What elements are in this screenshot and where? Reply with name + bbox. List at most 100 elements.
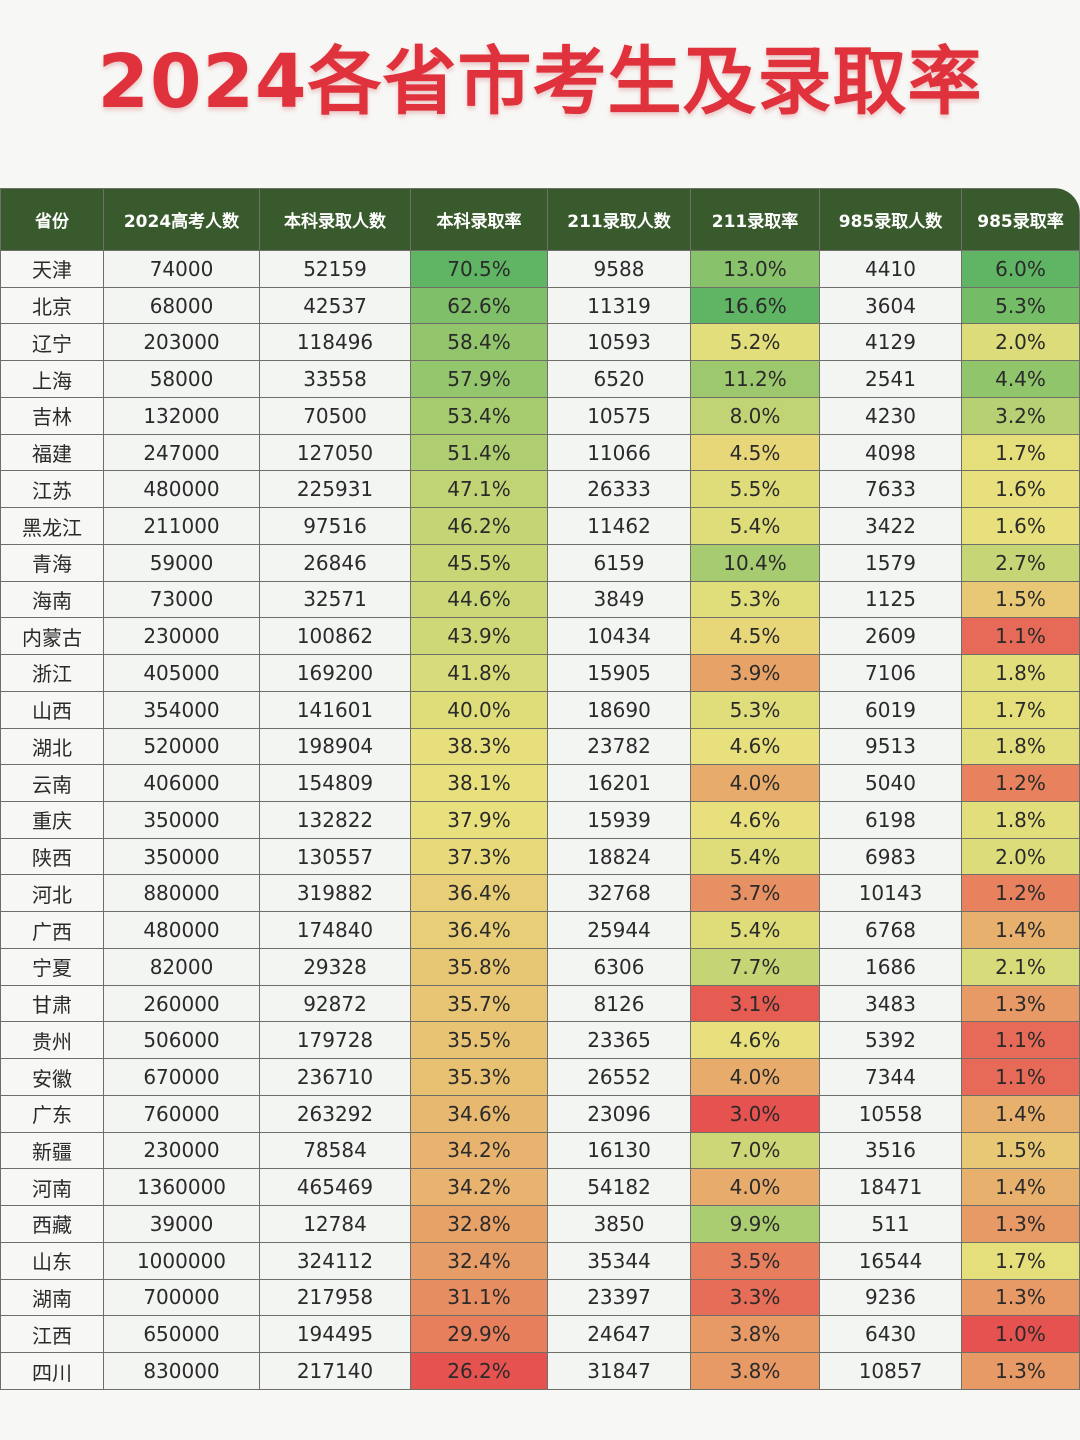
985-admitted-cell: 4230	[819, 396, 962, 435]
211-rate-cell: 11.2%	[690, 360, 820, 398]
exam-takers-cell: 203000	[103, 323, 260, 362]
province-cell: 广西	[0, 911, 104, 949]
header-undergrad-rate: 本科录取率	[410, 188, 548, 251]
985-rate-cell: 5.3%	[961, 286, 1080, 325]
header-211-admitted: 211录取人数	[547, 188, 691, 251]
province-cell: 黑龙江	[0, 507, 104, 545]
undergrad-admitted-cell: 217140	[259, 1352, 411, 1390]
undergrad-admitted-cell: 319882	[259, 874, 411, 913]
211-admitted-cell: 11319	[547, 286, 691, 325]
985-rate-cell: 2.1%	[961, 947, 1080, 986]
table-row: 新疆 230000 78584 34.2% 16130 7.0% 3516 1.5%	[0, 1131, 1080, 1170]
985-admitted-cell: 5040	[819, 764, 962, 803]
985-rate-cell: 1.4%	[961, 1168, 1080, 1207]
province-cell: 福建	[0, 433, 104, 472]
table-row: 内蒙古 230000 100862 43.9% 10434 4.5% 2609 1.1%	[0, 617, 1080, 656]
undergrad-admitted-cell: 42537	[259, 286, 411, 325]
header-985-admitted: 985录取人数	[819, 188, 962, 251]
table-row: 黑龙江 211000 97516 46.2% 11462 5.4% 3422 1.6%	[0, 507, 1080, 545]
undergrad-rate-cell: 36.4%	[410, 874, 548, 913]
985-admitted-cell: 6768	[819, 911, 962, 949]
985-admitted-cell: 4098	[819, 433, 962, 472]
undergrad-rate-cell: 31.1%	[410, 1278, 548, 1317]
table-header-row: 省份 2024高考人数 本科录取人数 本科录取率 211录取人数 211录取率 …	[0, 188, 1080, 251]
undergrad-admitted-cell: 97516	[259, 507, 411, 545]
985-admitted-cell: 4129	[819, 323, 962, 362]
211-rate-cell: 4.5%	[690, 433, 820, 472]
211-rate-cell: 3.8%	[690, 1315, 820, 1354]
undergrad-rate-cell: 47.1%	[410, 470, 548, 509]
header-undergrad-admitted: 本科录取人数	[259, 188, 411, 251]
211-admitted-cell: 18690	[547, 690, 691, 729]
985-admitted-cell: 2541	[819, 360, 962, 398]
undergrad-admitted-cell: 236710	[259, 1058, 411, 1096]
985-admitted-cell: 7633	[819, 470, 962, 509]
province-cell: 四川	[0, 1352, 104, 1390]
undergrad-admitted-cell: 324112	[259, 1241, 411, 1280]
undergrad-rate-cell: 37.3%	[410, 837, 548, 876]
undergrad-rate-cell: 38.1%	[410, 764, 548, 803]
985-rate-cell: 1.7%	[961, 433, 1080, 472]
211-admitted-cell: 11462	[547, 507, 691, 545]
province-cell: 青海	[0, 543, 104, 582]
undergrad-rate-cell: 34.2%	[410, 1131, 548, 1170]
table-row: 天津 74000 52159 70.5% 9588 13.0% 4410 6.0%	[0, 250, 1080, 288]
exam-takers-cell: 132000	[103, 396, 260, 435]
985-rate-cell: 1.5%	[961, 1131, 1080, 1170]
table-row: 辽宁 203000 118496 58.4% 10593 5.2% 4129 2.0%	[0, 323, 1080, 362]
undergrad-rate-cell: 35.8%	[410, 947, 548, 986]
province-cell: 陕西	[0, 837, 104, 876]
undergrad-admitted-cell: 92872	[259, 984, 411, 1023]
985-rate-cell: 4.4%	[961, 360, 1080, 398]
211-rate-cell: 3.5%	[690, 1241, 820, 1280]
985-rate-cell: 1.4%	[961, 1094, 1080, 1133]
province-cell: 天津	[0, 250, 104, 288]
211-rate-cell: 4.6%	[690, 1021, 820, 1060]
985-rate-cell: 1.1%	[961, 617, 1080, 656]
header-exam-takers: 2024高考人数	[103, 188, 260, 251]
table-row: 四川 830000 217140 26.2% 31847 3.8% 10857 1.3%	[0, 1352, 1080, 1390]
exam-takers-cell: 58000	[103, 360, 260, 398]
undergrad-rate-cell: 44.6%	[410, 580, 548, 619]
211-admitted-cell: 16130	[547, 1131, 691, 1170]
exam-takers-cell: 760000	[103, 1094, 260, 1133]
undergrad-admitted-cell: 127050	[259, 433, 411, 472]
exam-takers-cell: 506000	[103, 1021, 260, 1060]
exam-takers-cell: 68000	[103, 286, 260, 325]
211-admitted-cell: 11066	[547, 433, 691, 472]
undergrad-rate-cell: 34.2%	[410, 1168, 548, 1207]
211-admitted-cell: 16201	[547, 764, 691, 803]
211-admitted-cell: 10593	[547, 323, 691, 362]
province-cell: 河南	[0, 1168, 104, 1207]
211-rate-cell: 7.0%	[690, 1131, 820, 1170]
985-admitted-cell: 6198	[819, 801, 962, 839]
985-rate-cell: 2.0%	[961, 323, 1080, 362]
211-admitted-cell: 8126	[547, 984, 691, 1023]
table-row: 北京 68000 42537 62.6% 11319 16.6% 3604 5.3%	[0, 286, 1080, 325]
211-admitted-cell: 6159	[547, 543, 691, 582]
985-admitted-cell: 7106	[819, 654, 962, 692]
985-admitted-cell: 10857	[819, 1352, 962, 1390]
table-row: 安徽 670000 236710 35.3% 26552 4.0% 7344 1.1%	[0, 1058, 1080, 1096]
province-cell: 北京	[0, 286, 104, 325]
undergrad-rate-cell: 37.9%	[410, 801, 548, 839]
undergrad-rate-cell: 43.9%	[410, 617, 548, 656]
undergrad-admitted-cell: 263292	[259, 1094, 411, 1133]
undergrad-admitted-cell: 217958	[259, 1278, 411, 1317]
province-cell: 辽宁	[0, 323, 104, 362]
985-admitted-cell: 3604	[819, 286, 962, 325]
211-rate-cell: 5.4%	[690, 911, 820, 949]
admission-rate-table: 省份 2024高考人数 本科录取人数 本科录取率 211录取人数 211录取率 …	[0, 188, 1080, 1390]
undergrad-admitted-cell: 130557	[259, 837, 411, 876]
province-cell: 海南	[0, 580, 104, 619]
province-cell: 云南	[0, 764, 104, 803]
985-admitted-cell: 2609	[819, 617, 962, 656]
exam-takers-cell: 230000	[103, 617, 260, 656]
985-rate-cell: 1.6%	[961, 507, 1080, 545]
table-row: 河南 1360000 465469 34.2% 54182 4.0% 18471 1.4%	[0, 1168, 1080, 1207]
table-row: 江苏 480000 225931 47.1% 26333 5.5% 7633 1.6%	[0, 470, 1080, 509]
985-rate-cell: 1.8%	[961, 727, 1080, 766]
985-admitted-cell: 1579	[819, 543, 962, 582]
undergrad-admitted-cell: 465469	[259, 1168, 411, 1207]
211-rate-cell: 3.8%	[690, 1352, 820, 1390]
